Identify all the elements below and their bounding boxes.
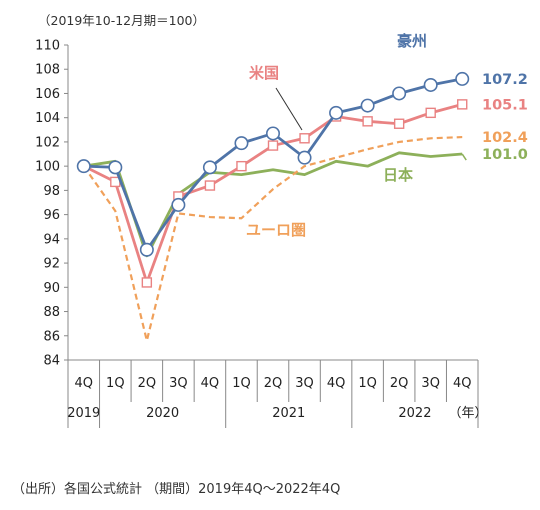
series-name-label: 米国	[249, 64, 279, 82]
data-point	[267, 140, 279, 151]
data-point	[234, 136, 249, 151]
y-tick-label: 104	[35, 111, 60, 126]
x-year-label: 2021	[272, 406, 305, 421]
y-tick-label: 98	[43, 184, 60, 199]
x-tick-label: 4Q	[75, 376, 94, 391]
end-value-label: 102.4	[482, 130, 528, 146]
y-tick-label: 108	[35, 63, 60, 78]
data-point	[360, 98, 375, 113]
data-point	[297, 150, 312, 165]
x-tick-label: 1Q	[358, 376, 377, 391]
end-value-label: 101.0	[482, 147, 528, 163]
data-point	[202, 160, 217, 175]
y-tick-label: 94	[43, 232, 60, 247]
data-point	[171, 197, 186, 212]
x-tick-label: 4Q	[453, 376, 472, 391]
x-year-suffix: （年）	[448, 406, 487, 421]
x-tick-label: 4Q	[201, 376, 220, 391]
data-point	[204, 180, 216, 191]
x-tick-label: 2Q	[138, 376, 157, 391]
data-point	[299, 133, 310, 144]
x-tick-label: 2Q	[264, 376, 283, 391]
series-name-label: ユーロ圏	[246, 221, 306, 239]
data-point	[393, 118, 405, 129]
series-name-label: 日本	[383, 166, 413, 184]
source-note: （出所）各国公式統計 （期間）2019年4Q〜2022年4Q	[12, 482, 341, 497]
end-value-label: 107.2	[482, 72, 528, 88]
data-point	[457, 99, 468, 110]
data-point	[108, 160, 123, 175]
data-point	[423, 77, 438, 92]
x-tick-label: 4Q	[327, 376, 346, 391]
y-tick-label: 86	[43, 329, 60, 344]
x-year-label: 2020	[146, 406, 179, 421]
y-tick-label: 92	[43, 257, 60, 272]
y-tick-label: 100	[35, 160, 60, 175]
y-tick-label: 88	[43, 305, 60, 320]
y-tick-label: 110	[35, 39, 60, 54]
end-value-label: 105.1	[482, 97, 528, 113]
data-point	[139, 242, 154, 257]
japan-end-tick	[461, 153, 467, 161]
us-leader-line	[275, 87, 303, 131]
data-point	[76, 159, 91, 174]
x-tick-label: 3Q	[169, 376, 188, 391]
data-point	[329, 105, 344, 120]
y-tick-label: 84	[43, 354, 60, 369]
y-tick-label: 96	[43, 208, 60, 223]
series-line-2	[82, 135, 463, 342]
x-tick-label: 1Q	[106, 376, 125, 391]
x-year-label: 2022	[398, 406, 431, 421]
data-point	[425, 107, 436, 119]
x-tick-label: 1Q	[232, 376, 251, 391]
y-tick-label: 90	[43, 281, 60, 296]
data-point	[265, 126, 280, 141]
x-year-label: 2019	[67, 406, 100, 421]
data-point	[392, 86, 407, 101]
y-tick-label: 106	[35, 87, 60, 102]
series-name-label: 豪州	[397, 32, 427, 50]
x-tick-label: 3Q	[421, 376, 440, 391]
x-tick-label: 3Q	[295, 376, 314, 391]
data-point	[141, 277, 153, 288]
unit-note: （2019年10-12月期＝100）	[38, 13, 205, 28]
x-tick-label: 2Q	[390, 376, 409, 391]
data-point	[236, 160, 247, 172]
y-tick-label: 102	[35, 135, 60, 150]
data-point	[455, 71, 470, 86]
data-point	[362, 116, 373, 127]
